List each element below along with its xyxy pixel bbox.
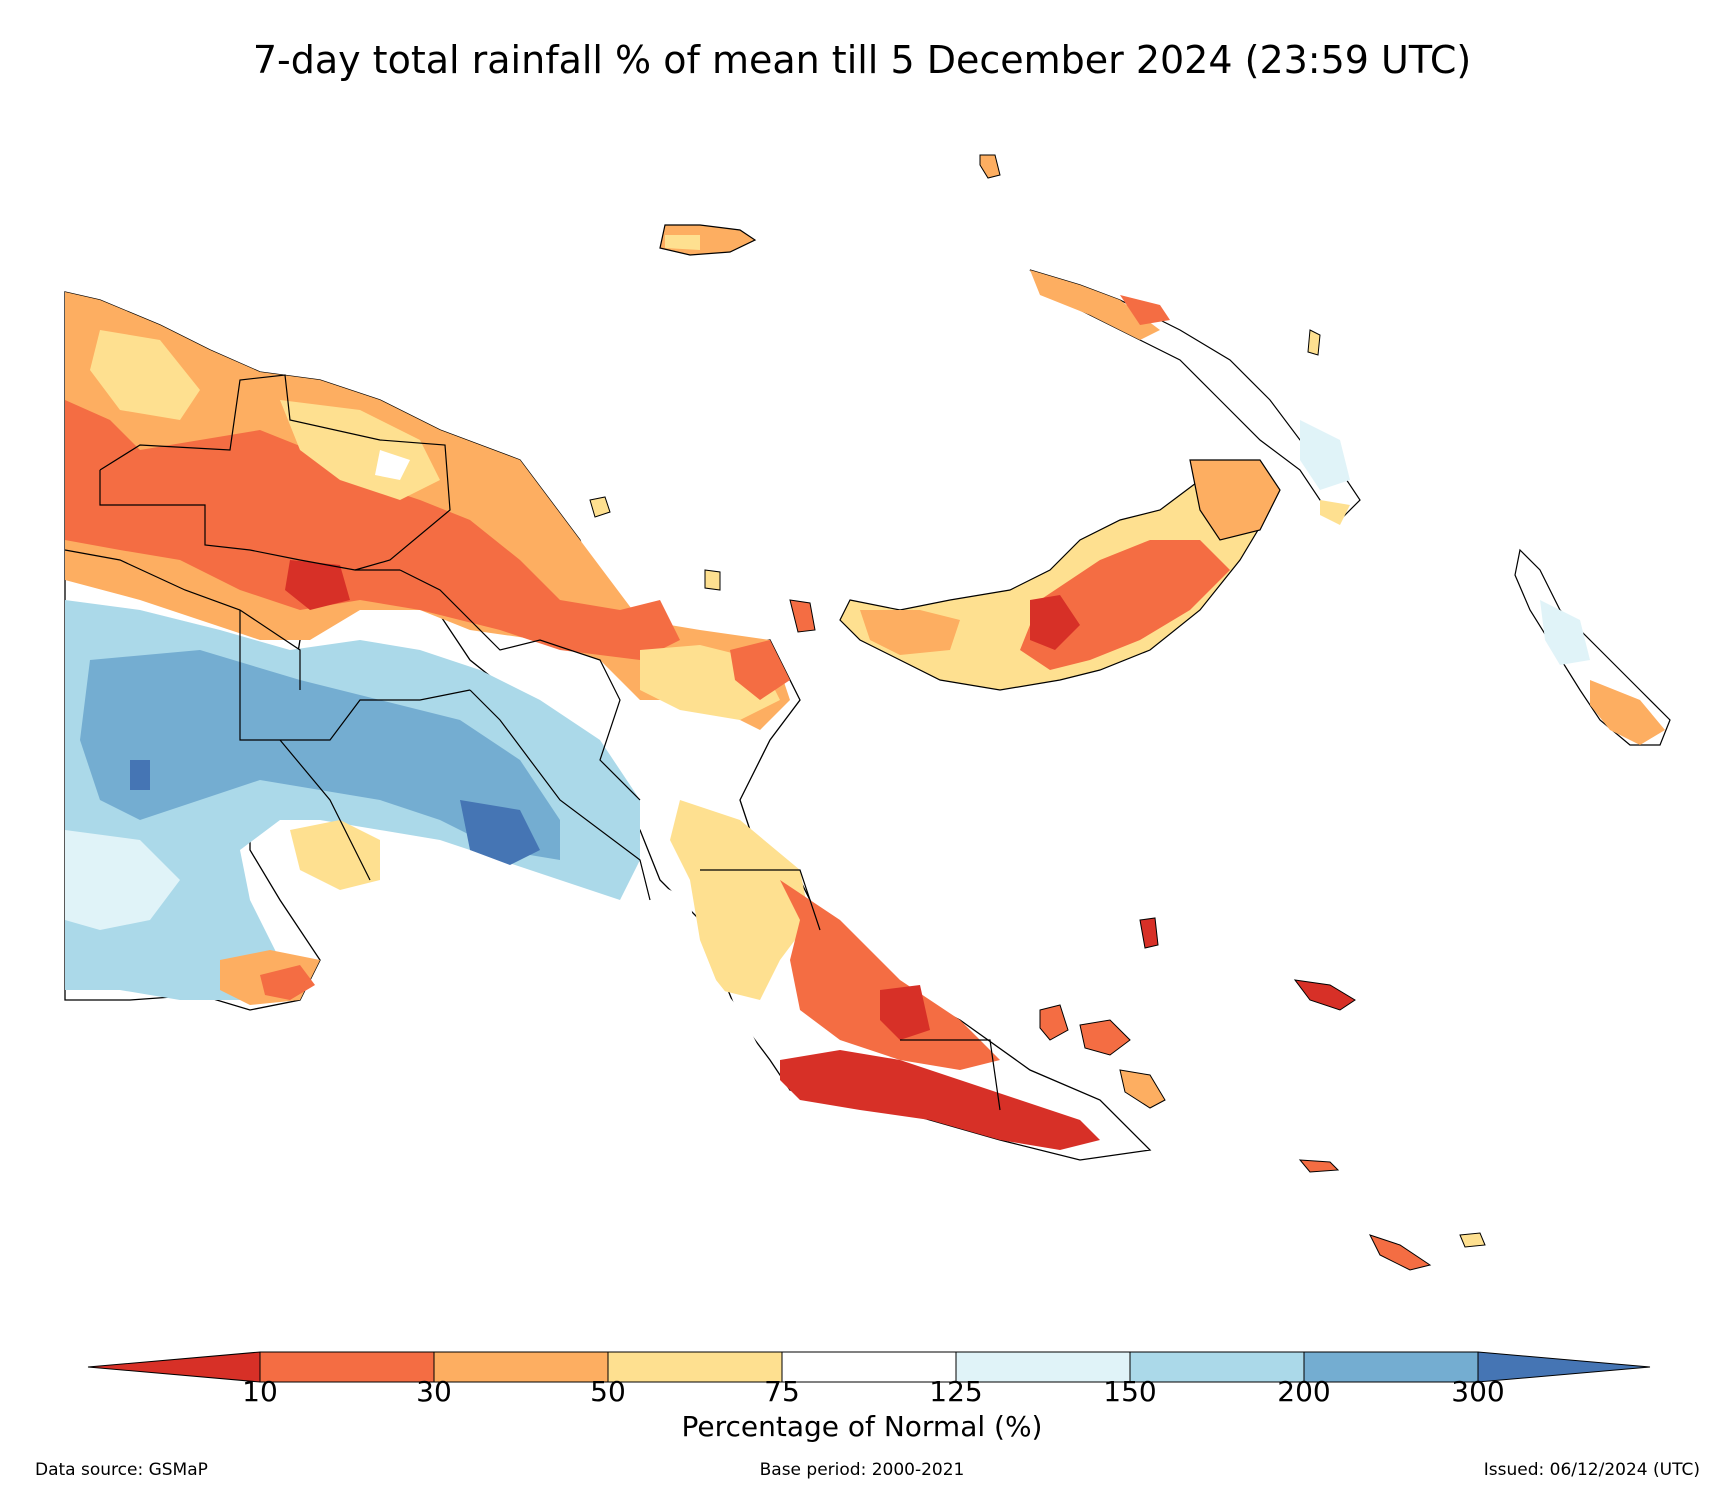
umboi-island bbox=[704, 569, 721, 591]
colorbar-tick: 30 bbox=[416, 1375, 452, 1408]
province-boundaries bbox=[64, 374, 1001, 1111]
south-darkest-blue-2 bbox=[130, 760, 150, 790]
bougainville-orange bbox=[1590, 680, 1665, 745]
woodlark-island bbox=[1293, 979, 1356, 1011]
colorbar-tick: 300 bbox=[1451, 1375, 1505, 1408]
goodenough-island bbox=[1039, 1004, 1069, 1041]
colorbar-over-triangle bbox=[1477, 1351, 1651, 1383]
mussau-island bbox=[979, 154, 1001, 179]
colorbar-bin-10-30 bbox=[259, 1351, 435, 1383]
new-britain-east-arm bbox=[1189, 459, 1281, 541]
bougainville-blue bbox=[1540, 600, 1590, 665]
colorbar-tick: 150 bbox=[1103, 1375, 1157, 1408]
colorbar-bin-125-150 bbox=[955, 1351, 1131, 1383]
new-ireland-red bbox=[1120, 295, 1170, 325]
issued-note: Issued: 06/12/2024 (UTC) bbox=[1483, 1460, 1700, 1480]
east-tip-red bbox=[730, 640, 790, 700]
southwest-white-band bbox=[65, 830, 180, 930]
colorbar-bin-150-200 bbox=[1129, 1351, 1305, 1383]
north-red-spot bbox=[285, 560, 350, 610]
map-title: 7-day total rainfall % of mean till 5 De… bbox=[252, 38, 1472, 82]
north-red-core bbox=[65, 400, 680, 660]
new-britain-orange-west bbox=[860, 610, 960, 655]
peninsula-yellow bbox=[670, 800, 810, 1000]
colorbar-bin-50-75 bbox=[607, 1351, 783, 1383]
colorbar-tick: 75 bbox=[764, 1375, 800, 1408]
southwest-coast-yellow bbox=[290, 820, 380, 890]
new-ireland-blue bbox=[1300, 420, 1350, 490]
manus-yellow bbox=[665, 235, 700, 250]
new-britain-red-mid bbox=[1030, 595, 1080, 650]
normanby-island bbox=[1119, 1069, 1166, 1109]
rossel-island bbox=[1459, 1232, 1486, 1248]
colorbar-under-triangle bbox=[87, 1351, 261, 1383]
long-island bbox=[789, 599, 816, 633]
south-darkest-blue bbox=[460, 800, 540, 865]
colorbar-bin-30-50 bbox=[433, 1351, 609, 1383]
new-ireland-yellow-tip bbox=[1320, 500, 1350, 525]
fergusson-island bbox=[1079, 1019, 1131, 1056]
colorbar bbox=[87, 1351, 1651, 1383]
misima-island bbox=[1298, 1159, 1340, 1173]
colorbar-tick: 125 bbox=[929, 1375, 983, 1408]
south-deep-blue bbox=[80, 650, 560, 860]
peninsula-orange bbox=[780, 880, 1000, 1070]
trobriand-islands bbox=[1139, 917, 1159, 949]
karkar-island bbox=[589, 496, 611, 518]
peninsula-white-coast bbox=[650, 880, 760, 1060]
buka-island bbox=[1307, 329, 1321, 356]
colorbar-tick: 200 bbox=[1277, 1375, 1331, 1408]
sudest-island bbox=[1369, 1234, 1432, 1271]
colorbar-bin-200-300 bbox=[1303, 1351, 1479, 1383]
new-britain-orange bbox=[1020, 540, 1230, 670]
north-yellow-patch bbox=[90, 330, 200, 420]
colorbar-tick: 10 bbox=[242, 1375, 278, 1408]
new-ireland-orange bbox=[1030, 270, 1160, 340]
data-source-note: Data source: GSMaP bbox=[35, 1460, 208, 1480]
southwest-coast-red bbox=[260, 965, 315, 1000]
peninsula-red-spot bbox=[880, 985, 930, 1040]
peninsula-red bbox=[780, 1050, 1100, 1150]
colorbar-tick: 50 bbox=[590, 1375, 626, 1408]
north-white-patch bbox=[375, 450, 410, 480]
base-period-note: Base period: 2000-2021 bbox=[759, 1460, 965, 1480]
colorbar-label: Percentage of Normal (%) bbox=[681, 1410, 1043, 1443]
